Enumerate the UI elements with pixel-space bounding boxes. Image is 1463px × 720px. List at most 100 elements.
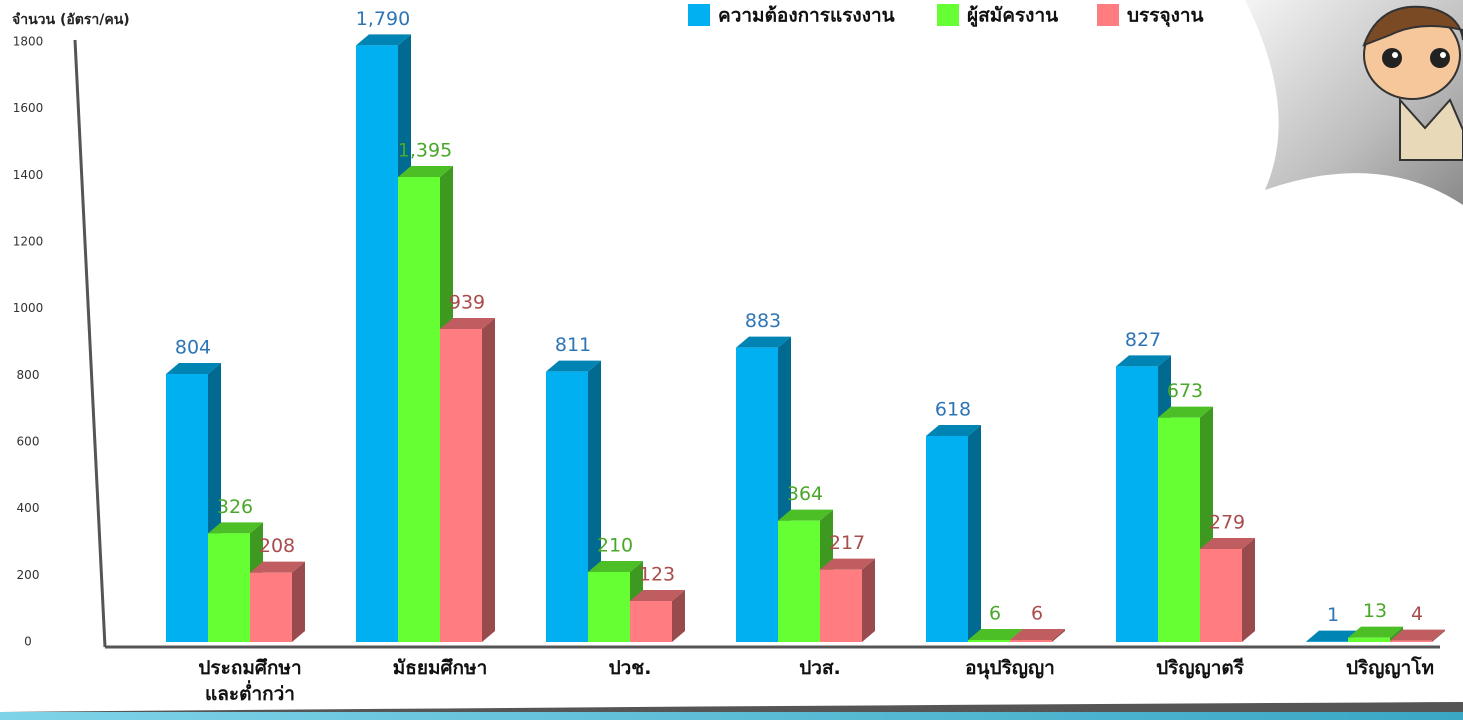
bar-top — [1116, 355, 1171, 367]
bar-top — [820, 558, 875, 570]
bar-top — [546, 360, 601, 372]
bar-front — [926, 436, 968, 642]
bar-front — [546, 371, 588, 642]
y-axis-label: จำนวน (อัตรา/คน) — [12, 12, 130, 28]
legend-swatch — [1097, 4, 1119, 26]
bar-side — [292, 561, 305, 642]
bar-front — [250, 572, 292, 642]
bottom-stripe — [0, 712, 1463, 720]
legend-label: ผู้สมัครงาน — [967, 5, 1058, 28]
bar-top — [208, 522, 263, 534]
value-label: 6 — [1031, 603, 1043, 625]
bar — [1200, 538, 1255, 642]
y-tick-label: 1200 — [13, 235, 44, 249]
legend-swatch — [937, 4, 959, 26]
y-tick-label: 1400 — [13, 168, 44, 182]
y-axis — [73, 39, 107, 648]
bar — [1158, 406, 1213, 642]
bar-front — [588, 572, 630, 642]
bar-front — [736, 347, 778, 642]
value-label: 217 — [829, 532, 865, 554]
bar-front — [166, 374, 208, 642]
bar-top — [1390, 629, 1445, 641]
bar-top — [356, 34, 411, 46]
y-tick-label: 200 — [17, 568, 40, 582]
value-label: 827 — [1125, 329, 1161, 351]
bar-side — [482, 318, 495, 642]
bar-top — [926, 425, 981, 436]
y-tick-label: 1000 — [13, 301, 44, 315]
value-label: 1 — [1327, 604, 1339, 626]
value-label: 13 — [1363, 600, 1387, 622]
bar — [440, 318, 495, 642]
y-tick-label: 600 — [17, 435, 40, 449]
bar-front — [1200, 549, 1242, 642]
value-label: 673 — [1167, 380, 1203, 402]
legend-swatch — [688, 4, 710, 26]
bar — [250, 561, 305, 642]
legend-label: บรรจุงาน — [1127, 5, 1204, 28]
y-tick-label: 800 — [17, 368, 40, 382]
bar — [926, 425, 981, 642]
bar-top — [440, 318, 495, 329]
x-tick-label: ปวช. — [609, 657, 652, 679]
bar-front — [778, 520, 820, 642]
bar-top — [398, 166, 453, 177]
bar-front — [1390, 640, 1432, 642]
bar-front — [630, 601, 672, 642]
x-tick-label: ประถมศึกษาและต่ำกว่า — [198, 657, 301, 705]
value-label: 326 — [217, 496, 253, 518]
bar-front — [1348, 637, 1390, 642]
x-tick-label: มัธยมศึกษา — [393, 657, 488, 679]
bar-front — [968, 640, 1010, 642]
y-tick-label: 1800 — [13, 35, 44, 49]
value-label: 364 — [787, 483, 823, 505]
bar-top — [1200, 538, 1255, 549]
bar-front — [1158, 417, 1200, 642]
bar — [630, 590, 685, 642]
bar-top — [166, 363, 221, 374]
bar-front — [820, 569, 862, 642]
bar-top — [736, 336, 791, 348]
value-label: 279 — [1209, 512, 1245, 534]
bar-top — [630, 590, 685, 601]
bar-side — [862, 558, 875, 642]
bar-top — [1306, 630, 1361, 642]
bar-top — [968, 629, 1023, 640]
bar-side — [1242, 538, 1255, 642]
value-label: 4 — [1411, 603, 1423, 625]
x-tick-label: ปริญญาโท — [1346, 656, 1434, 679]
bar — [1010, 629, 1065, 642]
value-label: 883 — [745, 310, 781, 332]
y-tick-label: 400 — [17, 501, 40, 515]
bar-side — [672, 590, 685, 642]
value-label: 939 — [449, 292, 485, 314]
value-label: 6 — [989, 603, 1001, 625]
bar-top — [250, 561, 305, 573]
value-label: 210 — [597, 535, 633, 557]
legend: ความต้องการแรงงาน ผู้สมัครงาน บรรจุงาน — [688, 4, 1204, 28]
value-label: 1,790 — [356, 8, 410, 30]
bar-top — [1010, 629, 1065, 640]
value-label: 208 — [259, 535, 295, 557]
bar-front — [398, 177, 440, 642]
bar — [820, 558, 875, 642]
bar-top — [778, 509, 833, 521]
bar-top — [1158, 406, 1213, 418]
x-tick-label: อนุปริญญา — [965, 657, 1055, 680]
value-label: 811 — [555, 334, 591, 356]
bar-front — [208, 533, 250, 642]
mascot — [1362, 5, 1463, 161]
bar-front — [440, 329, 482, 642]
x-tick-label: ปวส. — [799, 657, 841, 679]
bar-front — [1010, 640, 1052, 642]
bar-top — [1348, 626, 1403, 638]
legend-label: ความต้องการแรงงาน — [718, 5, 895, 27]
bar-top — [588, 561, 643, 572]
bar-front — [1116, 366, 1158, 642]
value-label: 804 — [175, 337, 211, 359]
bar-side — [1052, 629, 1065, 642]
bar-side — [968, 425, 981, 642]
y-tick-label: 1600 — [13, 101, 44, 115]
